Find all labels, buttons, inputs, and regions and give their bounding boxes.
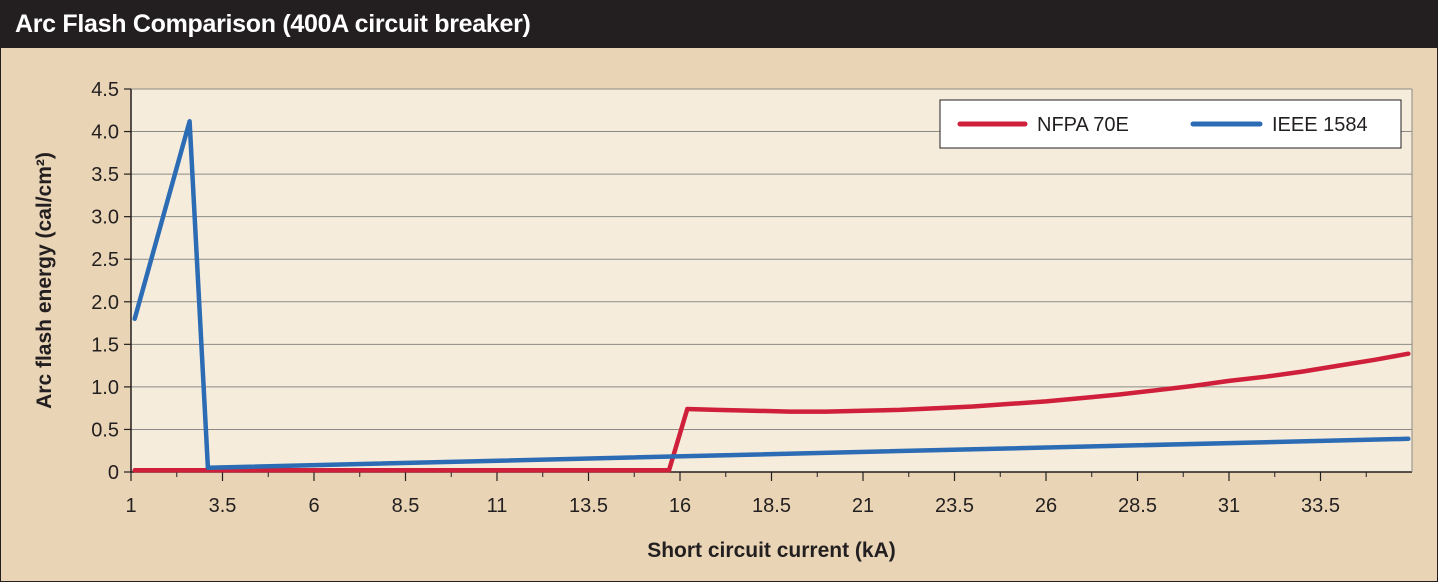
x-tick-label: 8.5 bbox=[392, 495, 420, 517]
gridlines bbox=[131, 88, 1412, 430]
x-tick-label: 26 bbox=[1035, 495, 1057, 517]
y-tick-label: 2.0 bbox=[91, 292, 119, 314]
y-tick-label: 0 bbox=[108, 462, 119, 484]
series-line-nfpa-70e bbox=[132, 351, 1411, 473]
x-tick-label: 28.5 bbox=[1118, 495, 1157, 517]
y-tick-label: 2.5 bbox=[91, 249, 119, 271]
x-tick-label: 11 bbox=[487, 495, 508, 517]
x-axis-label: Short circuit current (kA) bbox=[647, 539, 896, 562]
x-tick-label: 16 bbox=[669, 495, 691, 517]
y-tick-label: 4.0 bbox=[91, 122, 119, 144]
x-tick-label: 23.5 bbox=[935, 495, 974, 517]
legend-box bbox=[939, 99, 1402, 149]
y-tick-label: 0.5 bbox=[91, 419, 119, 441]
x-tick-label: 33.5 bbox=[1301, 495, 1340, 517]
x-tick-label: 6 bbox=[308, 495, 319, 517]
y-tick-label: 1.5 bbox=[91, 334, 119, 356]
legend-label: NFPA 70E bbox=[1037, 114, 1129, 136]
x-tick-label: 18.5 bbox=[752, 495, 791, 517]
legend: NFPA 70E IEEE 1584 bbox=[939, 99, 1402, 149]
y-tick-label: 3.0 bbox=[91, 207, 119, 229]
legend-label: IEEE 1584 bbox=[1272, 114, 1368, 136]
plot-area bbox=[131, 89, 1412, 472]
title-bar: Arc Flash Comparison (400A circuit break… bbox=[1, 1, 1437, 48]
x-tick-label: 13.5 bbox=[569, 495, 608, 517]
x-tick-label: 31 bbox=[1218, 495, 1240, 517]
x-tick-label: 3.5 bbox=[209, 495, 237, 517]
x-tick-label: 21 bbox=[852, 495, 874, 517]
y-tick-label: 3.5 bbox=[91, 164, 119, 186]
y-axis-label: Arc flash energy (cal/cm²) bbox=[33, 152, 56, 409]
y-tick-label: 1.0 bbox=[91, 377, 119, 399]
y-tick-label: 4.5 bbox=[91, 79, 119, 101]
x-tick-label: 1 bbox=[125, 495, 136, 517]
series-line-ieee-1584 bbox=[132, 119, 1411, 470]
chart-title: Arc Flash Comparison (400A circuit break… bbox=[15, 10, 531, 38]
series-lines bbox=[132, 119, 1411, 473]
